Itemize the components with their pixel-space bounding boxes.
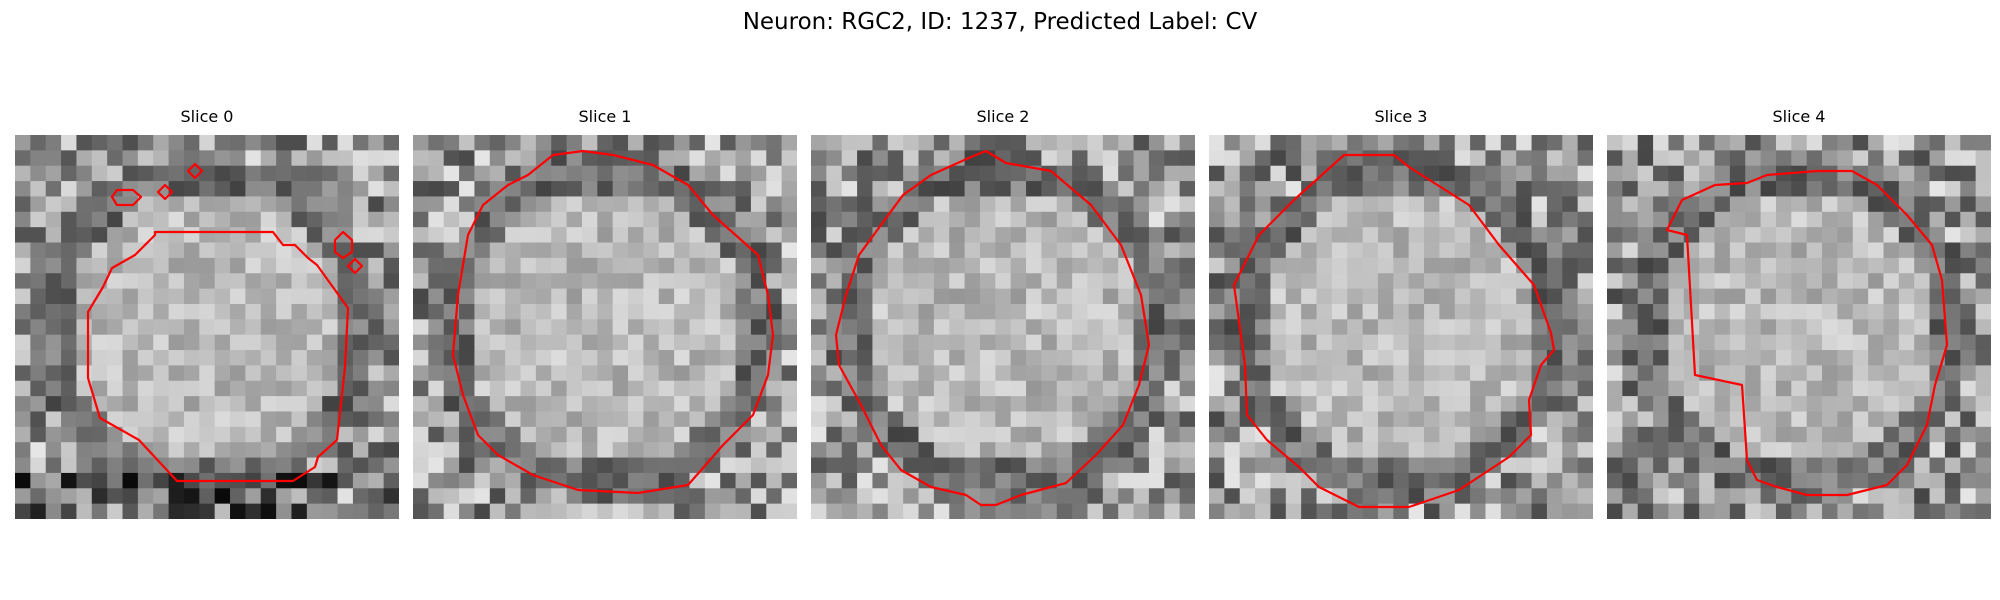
slice-4-image (1607, 135, 1991, 519)
slice-2-contour (834, 149, 1151, 507)
figure-title: Neuron: RGC2, ID: 1237, Predicted Label:… (742, 9, 1258, 35)
slice-0-blob-a (110, 188, 143, 207)
slice-0-blob-b (156, 183, 174, 201)
slice-3-image (1209, 135, 1593, 519)
slice-3-title: Slice 3 (1374, 107, 1428, 126)
slice-0-title: Slice 0 (180, 107, 234, 126)
slice-2-image (811, 135, 1195, 519)
slice-2-title: Slice 2 (976, 107, 1030, 126)
slice-3-contour (1232, 153, 1556, 509)
slice-0-blob-d (333, 230, 354, 260)
slice-0-blob-c (186, 162, 204, 180)
slice-4-contour (1665, 169, 1949, 497)
slice-4-title: Slice 4 (1772, 107, 1826, 126)
slice-0-contour (86, 230, 350, 483)
slice-1-contour (451, 149, 775, 495)
slice-1-title: Slice 1 (578, 107, 632, 126)
slice-1-image (413, 135, 797, 519)
slice-0-image (15, 135, 399, 519)
slice-0-blob-e (346, 257, 364, 275)
